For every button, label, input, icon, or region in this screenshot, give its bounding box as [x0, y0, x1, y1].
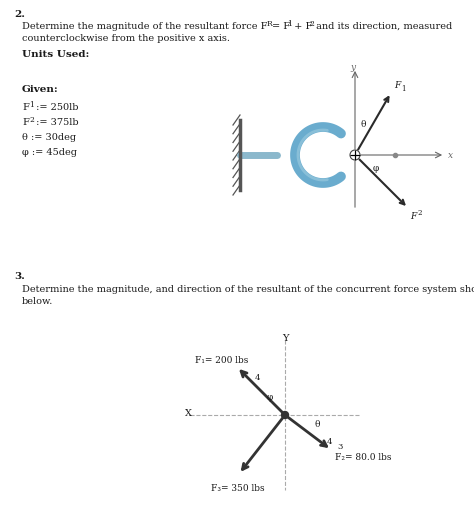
- Circle shape: [350, 150, 360, 160]
- Text: 2.: 2.: [14, 10, 25, 19]
- Text: 3.: 3.: [14, 272, 25, 281]
- Text: := 375lb: := 375lb: [33, 118, 79, 127]
- Text: below.: below.: [22, 297, 54, 306]
- Text: and its direction, measured: and its direction, measured: [313, 22, 452, 31]
- Text: 4: 4: [255, 374, 261, 382]
- Text: θ: θ: [361, 120, 366, 129]
- Text: y: y: [350, 63, 356, 72]
- Text: x: x: [448, 150, 453, 160]
- Text: Determine the magnitude of the resultant force F: Determine the magnitude of the resultant…: [22, 22, 267, 31]
- Circle shape: [282, 412, 289, 418]
- Text: 2: 2: [309, 20, 314, 28]
- Text: Determine the magnitude, and direction of the resultant of the concurrent force : Determine the magnitude, and direction o…: [22, 285, 474, 294]
- Text: φ := 45deg: φ := 45deg: [22, 148, 77, 157]
- Text: 4: 4: [326, 438, 332, 446]
- Text: Units Used:: Units Used:: [22, 50, 90, 59]
- Text: 1: 1: [401, 85, 405, 93]
- Text: F₁= 200 lbs: F₁= 200 lbs: [195, 356, 248, 365]
- Text: counterclockwise from the positive x axis.: counterclockwise from the positive x axi…: [22, 34, 230, 43]
- Text: 2: 2: [29, 116, 34, 124]
- Text: F: F: [394, 80, 400, 89]
- Text: 3: 3: [337, 443, 343, 451]
- Text: φ: φ: [267, 393, 273, 402]
- Text: := 250lb: := 250lb: [33, 103, 79, 112]
- Text: φ: φ: [373, 164, 379, 173]
- Text: F: F: [22, 103, 29, 112]
- Text: θ: θ: [315, 420, 320, 429]
- Text: R: R: [267, 20, 273, 28]
- Text: F: F: [410, 212, 416, 221]
- Text: X: X: [185, 408, 192, 417]
- Text: F: F: [22, 118, 29, 127]
- Text: = F: = F: [272, 22, 290, 31]
- Text: 2: 2: [417, 209, 421, 217]
- Text: θ := 30deg: θ := 30deg: [22, 133, 76, 142]
- Text: + F: + F: [291, 22, 312, 31]
- Text: Given:: Given:: [22, 85, 59, 94]
- Text: 1: 1: [287, 20, 292, 28]
- Text: F₃= 350 lbs: F₃= 350 lbs: [211, 484, 264, 493]
- Text: F₂= 80.0 lbs: F₂= 80.0 lbs: [335, 453, 392, 462]
- Text: Y: Y: [282, 334, 288, 343]
- Text: 1: 1: [29, 101, 34, 109]
